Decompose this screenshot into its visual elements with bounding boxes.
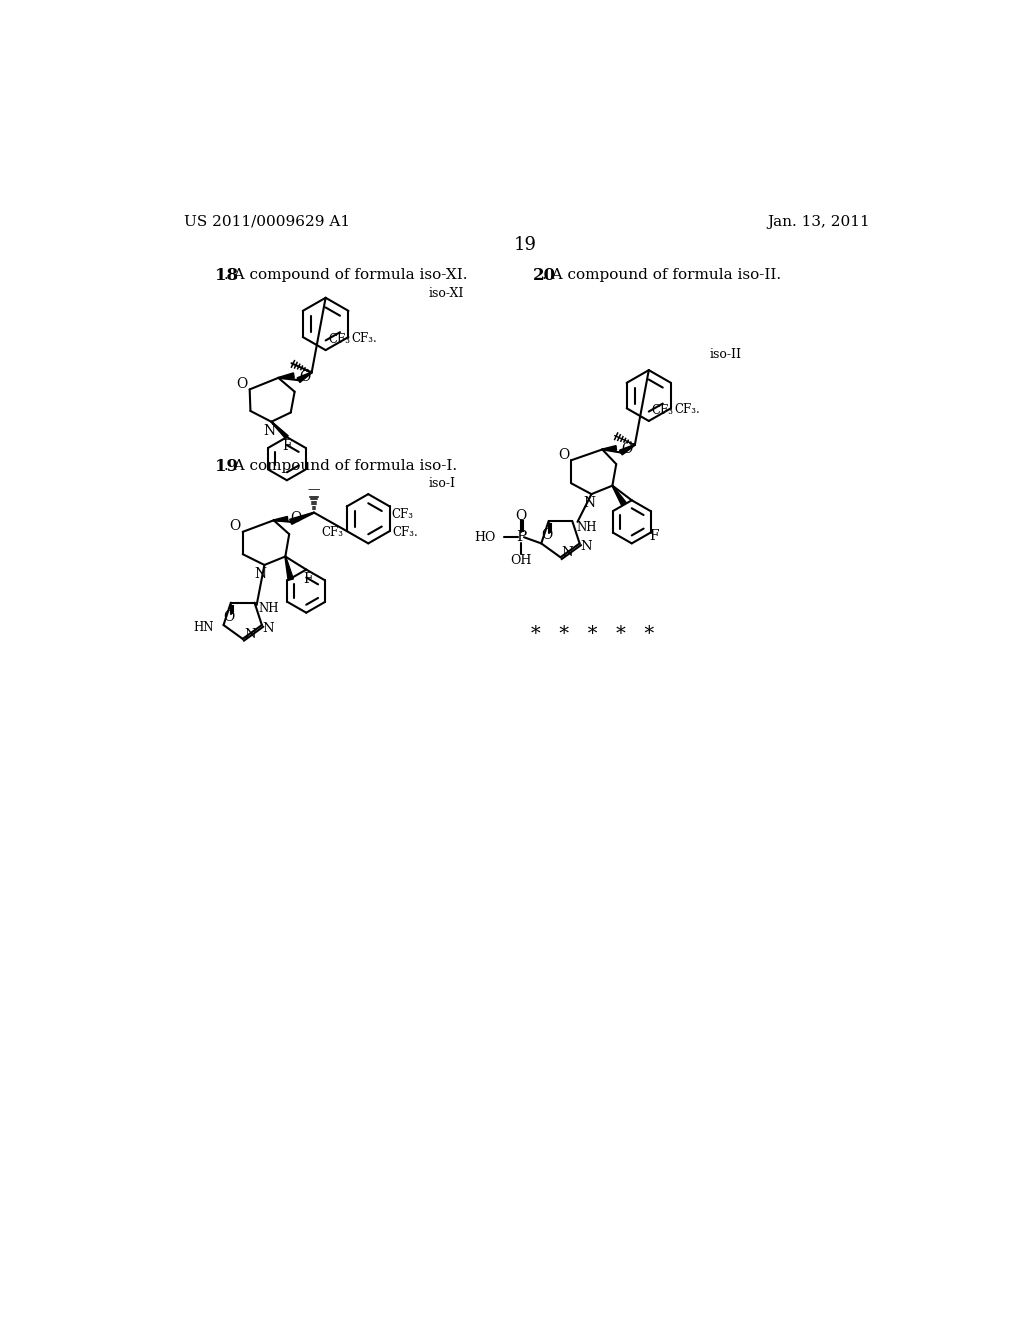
Text: N: N: [244, 628, 255, 640]
Text: O: O: [237, 376, 248, 391]
Text: F: F: [649, 529, 659, 543]
Text: 19: 19: [513, 236, 537, 255]
Text: CF₃.: CF₃.: [351, 333, 377, 345]
Text: N: N: [561, 546, 573, 560]
Text: CF₃: CF₃: [651, 404, 673, 417]
Polygon shape: [285, 557, 294, 581]
Polygon shape: [271, 421, 288, 438]
Text: O: O: [229, 519, 241, 533]
Text: N: N: [254, 568, 266, 581]
Text: O: O: [558, 447, 569, 462]
Text: HO: HO: [475, 531, 496, 544]
Text: O: O: [515, 508, 526, 523]
Text: iso-I: iso-I: [429, 477, 456, 490]
Text: CF₃.: CF₃.: [393, 527, 419, 539]
Text: NH: NH: [258, 602, 279, 615]
Text: F: F: [282, 440, 292, 453]
Polygon shape: [290, 512, 314, 524]
Text: N: N: [583, 496, 595, 511]
Text: . A compound of formula iso-XI.: . A compound of formula iso-XI.: [224, 268, 468, 282]
Polygon shape: [297, 372, 312, 383]
Polygon shape: [620, 445, 635, 455]
Text: iso-XI: iso-XI: [429, 286, 464, 300]
Polygon shape: [612, 486, 627, 506]
Text: O: O: [291, 511, 302, 525]
Text: CF₃: CF₃: [328, 333, 350, 346]
Text: N: N: [580, 540, 592, 553]
Polygon shape: [273, 516, 288, 521]
Text: CF₃.: CF₃.: [674, 404, 699, 416]
Text: F: F: [303, 572, 312, 586]
Text: 18: 18: [215, 267, 238, 284]
Text: US 2011/0009629 A1: US 2011/0009629 A1: [183, 215, 350, 228]
Text: . A compound of formula iso-II.: . A compound of formula iso-II.: [542, 268, 781, 282]
Text: —: —: [308, 483, 321, 496]
Text: O: O: [622, 442, 633, 455]
Text: 19: 19: [215, 458, 238, 475]
Text: NH: NH: [577, 520, 597, 533]
Text: O: O: [299, 370, 310, 384]
Text: 20: 20: [532, 267, 556, 284]
Text: *   *   *   *   *: * * * * *: [531, 626, 654, 643]
Text: N: N: [263, 424, 275, 438]
Text: OH: OH: [510, 554, 531, 566]
Text: CF₃: CF₃: [322, 527, 344, 539]
Text: O: O: [542, 528, 553, 543]
Text: N: N: [262, 622, 273, 635]
Text: . A compound of formula iso-I.: . A compound of formula iso-I.: [224, 459, 458, 474]
Text: P: P: [516, 531, 526, 544]
Text: HN: HN: [194, 620, 214, 634]
Polygon shape: [279, 372, 294, 379]
Text: Jan. 13, 2011: Jan. 13, 2011: [768, 215, 870, 228]
Polygon shape: [602, 446, 616, 450]
Text: iso-II: iso-II: [710, 348, 741, 362]
Text: O: O: [223, 610, 234, 623]
Text: CF₃: CF₃: [391, 508, 414, 520]
